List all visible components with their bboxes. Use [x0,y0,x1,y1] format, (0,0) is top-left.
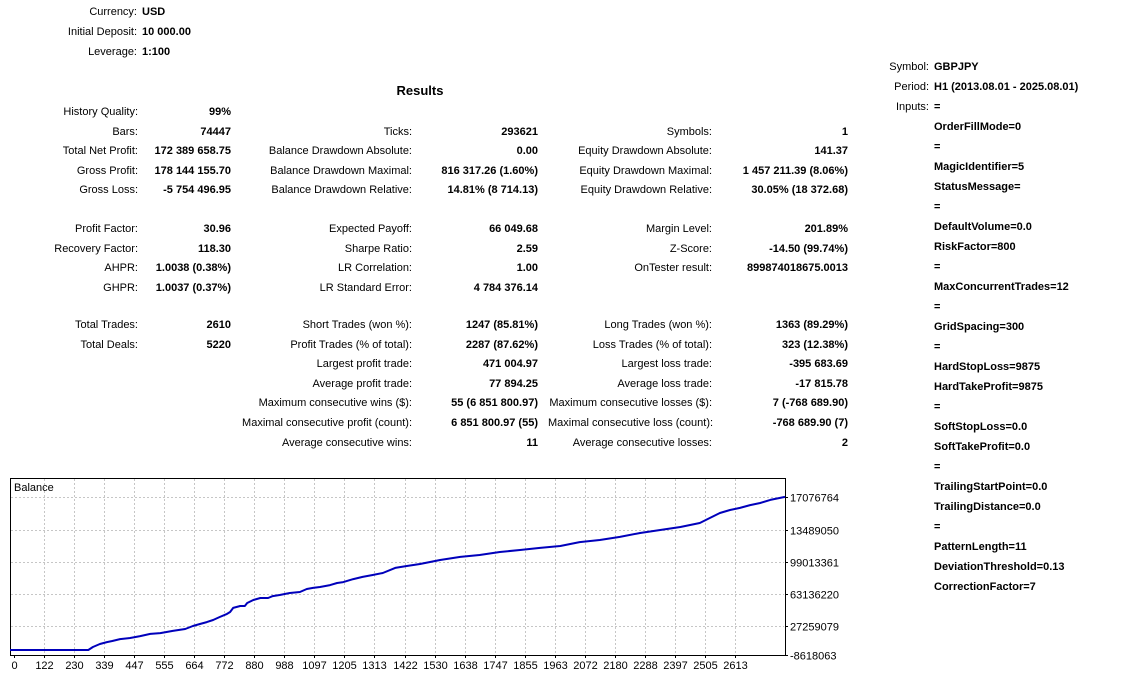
chart-x-tick-label: 1097 [302,660,326,672]
chart-x-tick-label: 1855 [513,660,537,672]
chart-y-tick-label: 17076764 [790,493,839,505]
chart-x-tick-label: 880 [245,660,263,672]
chart-x-tick-label: 2180 [603,660,627,672]
chart-x-tick-label: 1638 [453,660,477,672]
chart-x-tick-label: 1747 [483,660,507,672]
chart-x-tick-label: 1963 [543,660,567,672]
inputs-first-value: = [934,101,941,113]
chart-x-tick-label: 2397 [663,660,687,672]
chart-x-tick-label: 988 [275,660,293,672]
currency-value: USD [142,6,166,18]
chart-y-tick-label: 27259079 [790,622,839,634]
chart-x-tick-label: 2613 [723,660,747,672]
chart-x-tick-label: 1313 [362,660,386,672]
chart-x-tick-label: 2505 [693,660,717,672]
chart-x-tick-label: 1422 [393,660,417,672]
initial-deposit-label: Initial Deposit: [67,26,137,38]
chart-x-tick-label: 664 [185,660,203,672]
chart-y-tick-label: -8618063 [790,651,837,663]
chart-y-tick-label: 99013361 [790,558,839,570]
leverage-value: 1:100 [142,46,171,58]
chart-x-tick-label: 772 [215,660,233,672]
chart-x-tick-label: 555 [155,660,173,672]
leverage-label: Leverage: [88,46,137,58]
chart-legend-balance: Balance [14,482,54,494]
chart-y-tick-label: 63136220 [790,590,839,602]
chart-x-tick-label: 122 [35,660,53,672]
symbol-label: Symbol: [889,61,929,73]
chart-x-tick-label: 2288 [633,660,657,672]
results-title: Results [396,83,444,98]
currency-label: Currency: [89,6,137,18]
chart-x-tick-label: 339 [95,660,113,672]
chart-x-tick-label: 1530 [423,660,447,672]
period-label: Period: [894,81,929,93]
chart-x-tick-label: 0 [11,660,17,672]
chart-x-tick-label: 230 [65,660,83,672]
period-value: H1 (2013.08.01 - 2025.08.01) [934,81,1079,93]
chart-y-tick-label: 13489050 [790,526,839,538]
symbol-value: GBPJPY [934,61,979,73]
balance-curve [10,495,786,651]
chart-x-tick-label: 2072 [573,660,597,672]
initial-deposit-value: 10 000.00 [142,26,191,38]
inputs-label: Inputs: [895,101,929,113]
chart-x-tick-label: 447 [125,660,143,672]
chart-x-tick-label: 1205 [332,660,356,672]
